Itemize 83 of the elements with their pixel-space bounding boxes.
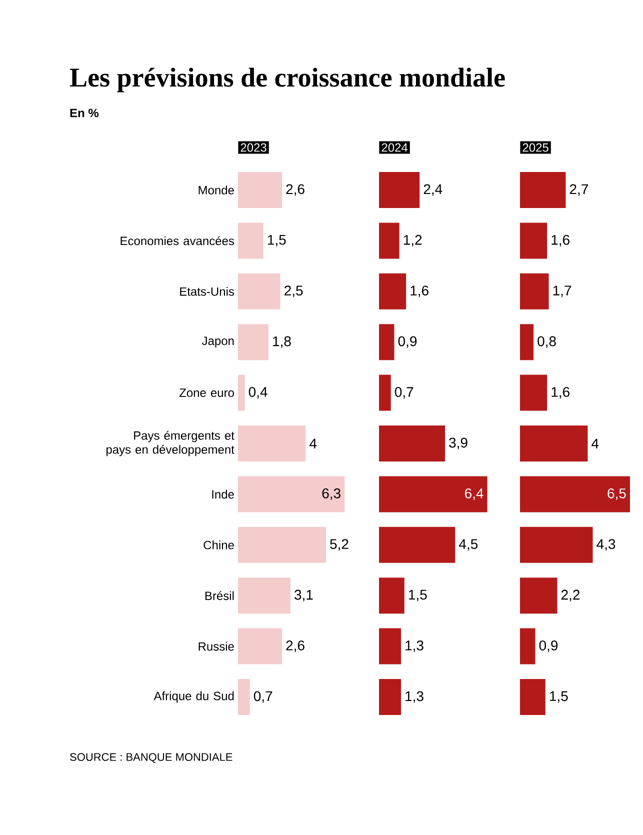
data-label: 0,9 <box>539 640 558 652</box>
data-label: 2,5 <box>284 286 303 298</box>
bar <box>238 526 326 563</box>
y-tick-label: Etats-Unis <box>180 287 234 296</box>
y-tick-label: Chine <box>204 540 234 550</box>
bar <box>379 628 401 664</box>
chart-title: Les prévisions de croissance mondiale <box>70 68 505 92</box>
data-label: 3,9 <box>449 438 468 450</box>
bar <box>238 273 280 310</box>
bar <box>238 222 264 259</box>
y-tick-label: Afrique du Sud <box>154 691 234 703</box>
bar <box>379 172 420 208</box>
bar <box>520 172 566 208</box>
y-tick-label: Russie <box>198 642 234 651</box>
data-label: 1,5 <box>550 691 568 703</box>
text: En % <box>70 108 99 118</box>
y-tick-label: Pays émergents et pays en développement <box>106 430 234 456</box>
data-label: 3,1 <box>294 590 313 602</box>
y-tick-label: Economies avancées <box>120 236 234 246</box>
data-label: 0,4 <box>248 387 268 399</box>
data-label: 1,2 <box>404 234 422 246</box>
bar <box>379 374 391 411</box>
bar <box>379 324 394 360</box>
data-label: 1,5 <box>268 234 286 246</box>
data-label: 4 <box>592 438 599 448</box>
data-label: 1,6 <box>410 286 428 298</box>
data-label: 6,3 <box>322 488 340 500</box>
bar <box>238 324 268 360</box>
data-label: 1,7 <box>553 286 572 298</box>
bar <box>379 426 445 462</box>
data-label: 2,7 <box>570 184 588 196</box>
y-tick-label: Zone euro <box>179 388 234 397</box>
bar <box>520 476 630 512</box>
data-label: 1,3 <box>406 691 424 703</box>
data-label: 1,6 <box>552 234 570 246</box>
data-label: 0,8 <box>538 336 556 348</box>
data-label: 5,2 <box>330 539 348 551</box>
data-label: 1,5 <box>408 590 427 602</box>
bar <box>520 628 536 664</box>
bar <box>379 273 406 310</box>
bar <box>238 578 290 614</box>
bar <box>238 426 306 462</box>
data-label: 0,7 <box>254 691 272 703</box>
bar <box>379 222 400 259</box>
data-label: 2,6 <box>286 184 304 196</box>
bar <box>520 273 549 310</box>
bar <box>238 679 250 716</box>
x-axis-title: 2023 <box>240 143 266 152</box>
x-axis-title: 2025 <box>522 143 548 152</box>
bar <box>379 679 401 716</box>
data-label: 1,8 <box>273 336 291 348</box>
source-note: SOURCE : BANQUE MONDIALE <box>70 753 232 763</box>
bar <box>238 476 345 512</box>
bar <box>520 324 534 360</box>
data-label: 1,6 <box>552 387 570 399</box>
bar <box>520 526 593 563</box>
bar <box>238 628 282 664</box>
x-axis-title: 2024 <box>382 143 408 152</box>
data-label: 2,6 <box>286 640 304 652</box>
data-label: 6,5 <box>608 488 626 500</box>
data-label: 0,9 <box>398 336 417 348</box>
bar <box>238 172 282 208</box>
bar <box>238 374 245 411</box>
y-tick-label: Inde <box>212 490 234 499</box>
bar <box>520 374 548 411</box>
y-tick-label: Brésil <box>205 591 234 600</box>
y-tick-label: Monde <box>198 186 234 194</box>
data-label: 2,2 <box>561 590 580 602</box>
bar <box>379 526 456 563</box>
data-label: 1,3 <box>406 640 424 652</box>
data-label: 4,5 <box>459 539 478 551</box>
data-label: 0,7 <box>394 387 414 399</box>
bar <box>520 426 588 462</box>
data-label: 2,4 <box>424 184 442 196</box>
y-tick-label: Japon <box>202 336 234 348</box>
bar <box>379 476 488 512</box>
data-label: 6,4 <box>465 488 484 500</box>
data-label: 4 <box>310 438 317 448</box>
data-label: 4,3 <box>596 539 616 551</box>
bar <box>520 222 548 259</box>
bar <box>520 679 546 716</box>
bar <box>379 578 404 614</box>
bar <box>520 578 558 614</box>
